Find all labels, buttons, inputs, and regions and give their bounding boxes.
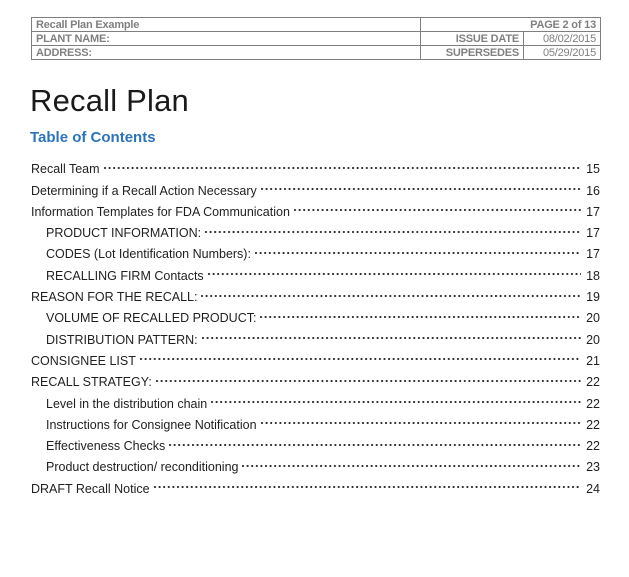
header-table: Recall Plan Example PAGE 2 of 13 PLANT N… (31, 17, 601, 60)
toc-entry-label: Instructions for Consignee Notification (46, 417, 257, 432)
toc-entry-label: Recall Team (31, 162, 100, 177)
toc-entry-label: Product destruction/ reconditioning (46, 460, 239, 475)
issue-date-label: ISSUE DATE (420, 31, 524, 46)
toc-entry[interactable]: RECALLING FIRM Contacts 18 (31, 258, 600, 283)
toc-entry-page: 20 (586, 332, 600, 347)
header-row-plant-name: PLANT NAME: ISSUE DATE 08/02/2015 (31, 31, 601, 46)
toc-leader-dots (102, 152, 586, 173)
toc-entry-label: Information Templates for FDA Communicat… (31, 204, 290, 219)
toc-entry[interactable]: PRODUCT INFORMATION: 17 (31, 216, 600, 240)
toc-entry-page: 24 (586, 481, 600, 496)
toc-entry-label: RECALLING FIRM Contacts (46, 268, 204, 283)
toc-leader-dots (259, 173, 586, 194)
toc-entry[interactable]: CODES (Lot Identification Numbers): 17 (31, 237, 600, 261)
toc-entry-page: 17 (586, 247, 600, 262)
toc-entry[interactable]: CONSIGNEE LIST 21 (31, 344, 600, 368)
toc-leader-dots (199, 280, 586, 301)
toc-entry-label: DRAFT Recall Notice (31, 481, 150, 496)
toc-entry-page: 23 (586, 460, 600, 475)
toc-entry-label: RECALL STRATEGY: (31, 375, 152, 390)
page-title: Recall Plan (30, 83, 190, 118)
toc-entry-page: 20 (586, 311, 600, 326)
address-label: ADDRESS: (31, 45, 421, 60)
header-page-label: PAGE 2 of 13 (420, 17, 601, 32)
toc-entry[interactable]: REASON FOR THE RECALL: 19 (31, 280, 600, 304)
toc-entry-label: Determining if a Recall Action Necessary (31, 183, 257, 198)
toc-entry-label: CODES (Lot Identification Numbers): (46, 247, 251, 262)
toc-entry[interactable]: Level in the distribution chain 22 (31, 386, 600, 411)
toc-leader-dots (209, 386, 586, 407)
toc-entry-label: Effectiveness Checks (46, 439, 166, 454)
toc-entry-label: PRODUCT INFORMATION: (46, 226, 202, 241)
toc-leader-dots (152, 471, 586, 492)
toc-entry-page: 21 (586, 353, 600, 368)
header-doc-label: Recall Plan Example (31, 17, 421, 32)
toc-entry-page: 22 (586, 375, 600, 390)
toc-entry-label: DISTRIBUTION PATTERN: (46, 332, 198, 347)
toc-leader-dots (203, 216, 586, 237)
toc-leader-dots (292, 195, 586, 216)
toc-leader-dots (240, 450, 586, 471)
toc-leader-dots (259, 408, 586, 429)
toc-entry-page: 22 (586, 439, 600, 454)
toc-entry[interactable]: DISTRIBUTION PATTERN: 20 (31, 322, 600, 347)
toc-entry[interactable]: RECALL STRATEGY: 22 (31, 365, 600, 389)
toc-entry-page: 22 (586, 396, 600, 411)
toc-entry-label: REASON FOR THE RECALL: (31, 290, 198, 305)
toc-entry-page: 22 (586, 417, 600, 432)
toc-entry[interactable]: DRAFT Recall Notice 24 (31, 471, 600, 496)
toc-entry[interactable]: Information Templates for FDA Communicat… (31, 195, 600, 219)
toc-heading: Table of Contents (30, 129, 156, 146)
toc-entry-label: CONSIGNEE LIST (31, 353, 136, 368)
supersedes-label: SUPERSEDES (420, 45, 524, 60)
toc-leader-dots (138, 344, 586, 365)
toc-entry[interactable]: VOLUME OF RECALLED PRODUCT: 20 (31, 301, 600, 325)
plant-name-label: PLANT NAME: (31, 31, 421, 46)
toc-entry-page: 19 (586, 290, 600, 305)
header-row-address: ADDRESS: SUPERSEDES 05/29/2015 (31, 45, 601, 60)
toc-leader-dots (206, 258, 586, 279)
toc-list: Recall Team 15 Determining if a Recall A… (31, 152, 600, 496)
toc-leader-dots (253, 237, 586, 258)
toc-leader-dots (154, 365, 586, 386)
toc-entry[interactable]: Determining if a Recall Action Necessary… (31, 173, 600, 198)
header-row-title: Recall Plan Example PAGE 2 of 13 (31, 17, 601, 32)
toc-entry-label: VOLUME OF RECALLED PRODUCT: (46, 311, 257, 326)
toc-entry-page: 16 (586, 183, 600, 198)
toc-entry[interactable]: Effectiveness Checks 22 (31, 429, 600, 453)
toc-leader-dots (258, 301, 586, 322)
toc-leader-dots (167, 429, 586, 450)
toc-entry-page: 17 (586, 204, 600, 219)
issue-date-value: 08/02/2015 (523, 31, 601, 46)
toc-entry[interactable]: Product destruction/ reconditioning 23 (31, 450, 600, 474)
supersedes-value: 05/29/2015 (523, 45, 601, 60)
toc-entry-page: 15 (586, 162, 600, 177)
toc-leader-dots (200, 322, 586, 343)
toc-entry[interactable]: Recall Team 15 (31, 152, 600, 176)
toc-entry-label: Level in the distribution chain (46, 396, 208, 411)
toc-entry-page: 18 (586, 268, 600, 283)
toc-entry[interactable]: Instructions for Consignee Notification … (31, 408, 600, 432)
toc-entry-page: 17 (586, 226, 600, 241)
